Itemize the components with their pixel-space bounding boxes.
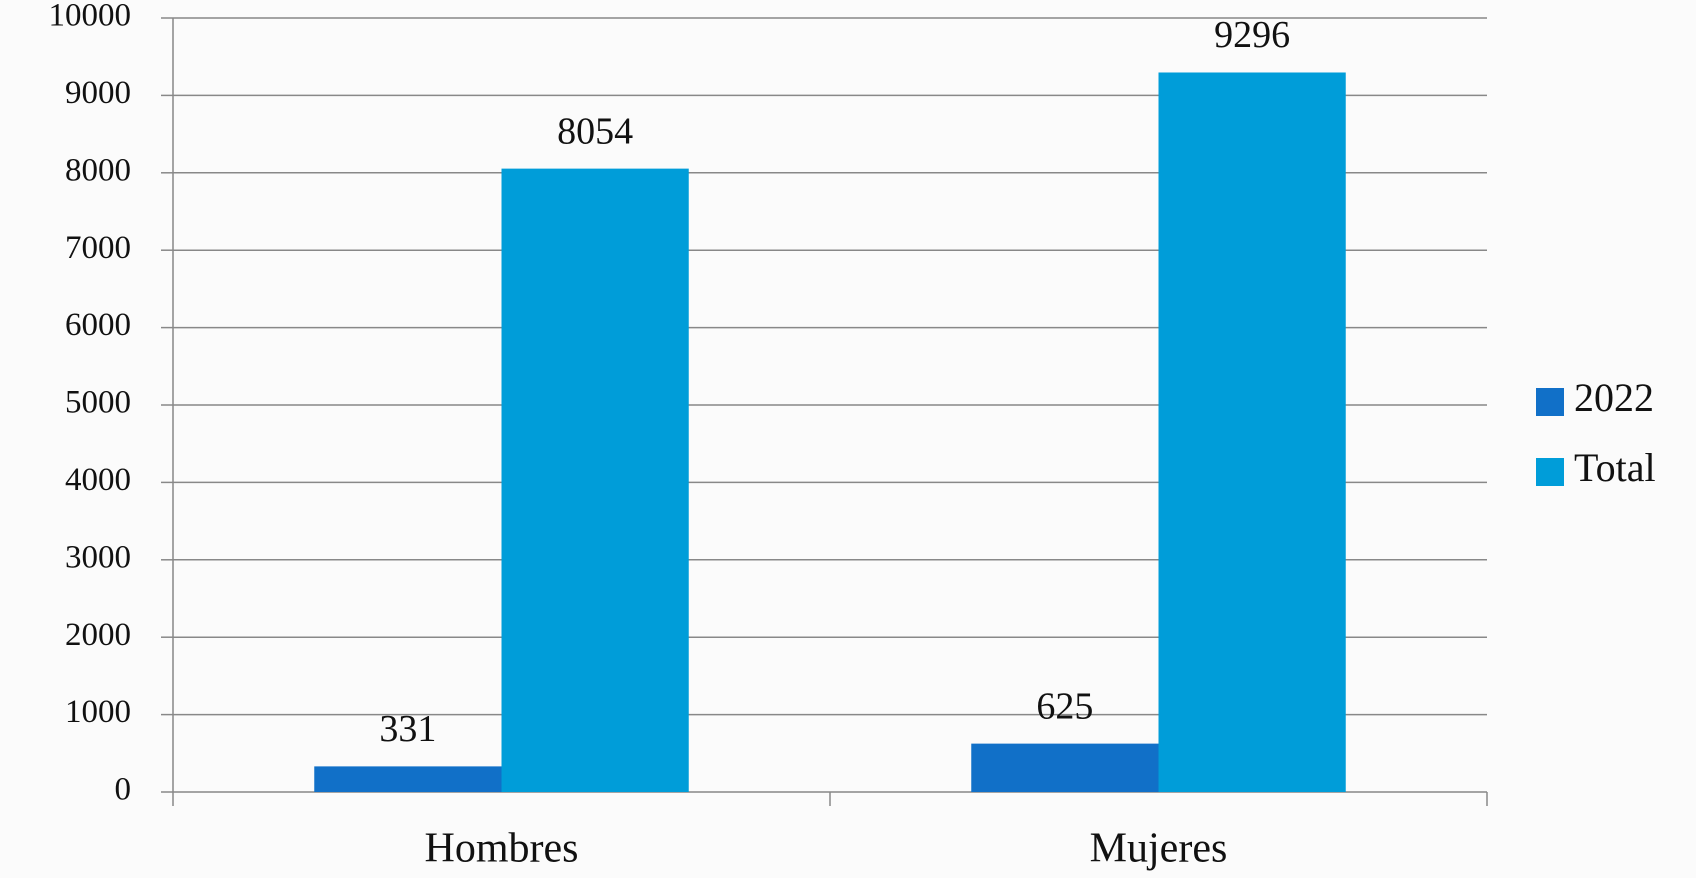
y-tick-label: 9000: [65, 75, 131, 111]
y-tick-label: 0: [115, 772, 132, 808]
data-label: 331: [379, 708, 436, 750]
data-label: 9296: [1214, 14, 1290, 56]
data-label: 625: [1036, 685, 1093, 727]
y-tick-label: 5000: [65, 385, 131, 421]
bar: [971, 743, 1159, 792]
data-label: 8054: [557, 110, 633, 152]
bar: [314, 766, 502, 792]
y-tick-label: 7000: [65, 230, 131, 266]
bar: [1158, 72, 1346, 792]
y-tick-label: 8000: [65, 152, 131, 188]
x-tick-label: Mujeres: [1090, 826, 1228, 872]
y-tick-label: 2000: [65, 617, 131, 653]
y-tick-label: 10000: [49, 0, 132, 34]
y-tick-label: 6000: [65, 307, 131, 343]
y-tick-label: 1000: [65, 694, 131, 730]
y-tick-label: 3000: [65, 539, 131, 575]
legend-swatch: [1536, 388, 1564, 416]
bar: [501, 168, 689, 792]
legend-swatch: [1536, 458, 1564, 486]
legend-label: 2022: [1574, 375, 1654, 420]
y-tick-label: 4000: [65, 462, 131, 498]
x-tick-label: Hombres: [425, 826, 579, 872]
legend-label: Total: [1574, 445, 1656, 490]
